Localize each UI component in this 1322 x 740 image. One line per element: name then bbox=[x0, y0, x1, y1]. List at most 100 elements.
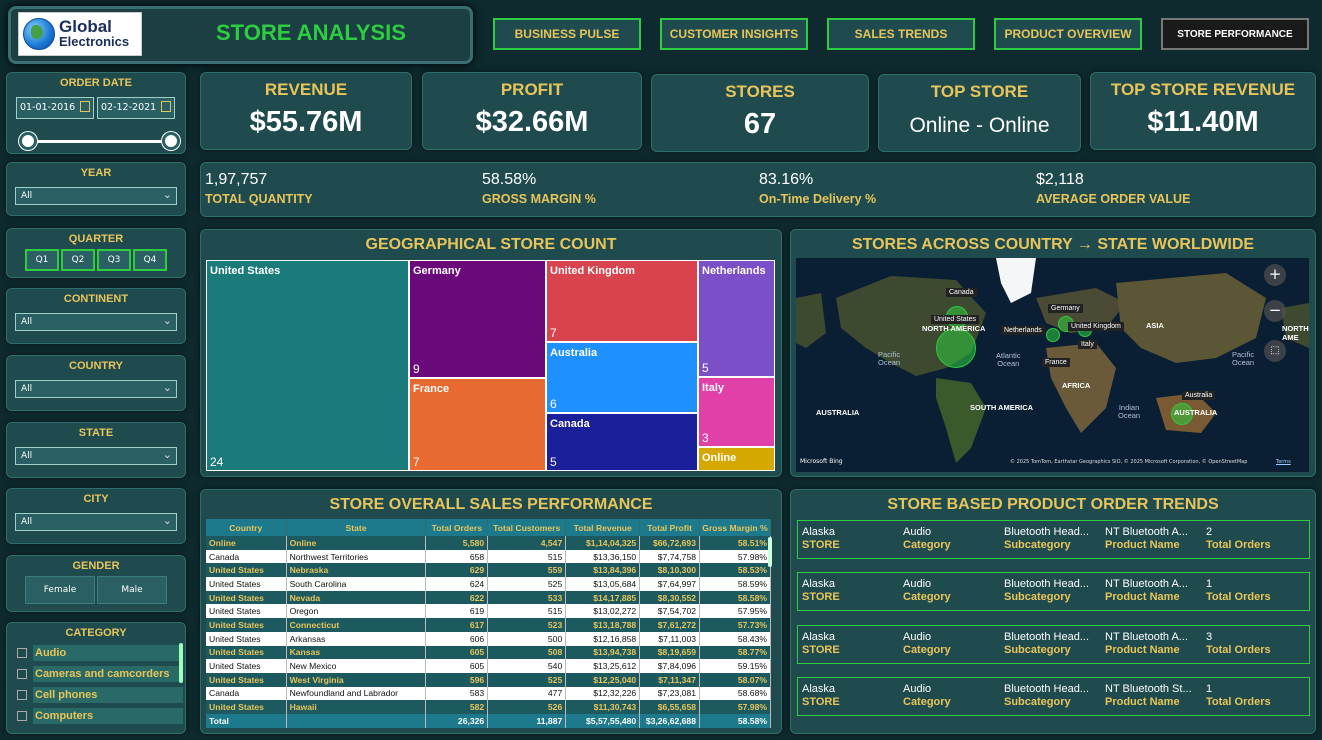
category-item-cameras[interactable]: Cameras and camcorders bbox=[17, 666, 185, 682]
continent-label: AUSTRALIA bbox=[1174, 408, 1218, 417]
table-cell: $8,10,300 bbox=[639, 563, 700, 578]
logo-line2: Electronics bbox=[59, 34, 130, 49]
treemap-cell-netherlands[interactable]: Netherlands 5 bbox=[698, 260, 775, 377]
select-area-icon[interactable]: ⬚ bbox=[1264, 340, 1286, 362]
quarter-q1-button[interactable]: Q1 bbox=[25, 249, 59, 271]
continent-dropdown[interactable]: All ⌄ bbox=[15, 313, 177, 331]
table-row[interactable]: United States South Carolina 624 525 $13,05,… bbox=[206, 577, 771, 591]
table-row[interactable]: Online Online 5,580 4,547 $1,14,04,325 $66,72… bbox=[206, 536, 771, 550]
col-gross-margin[interactable]: Gross Margin % bbox=[699, 519, 771, 536]
nav-product-overview[interactable]: PRODUCT OVERVIEW bbox=[994, 18, 1142, 50]
country-dropdown[interactable]: All ⌄ bbox=[15, 380, 177, 398]
col-total-revenue[interactable]: Total Revenue bbox=[565, 519, 641, 536]
table-row[interactable]: United States Kansas 605 508 $13,94,738 $8,19… bbox=[206, 645, 771, 660]
end-date-input[interactable]: 02-12-2021 bbox=[97, 97, 175, 119]
table-row[interactable]: Canada Newfoundland and Labrador 583 477 $12… bbox=[206, 686, 771, 701]
field-value: NT Bluetooth A... bbox=[1105, 526, 1188, 538]
map-bubble-australia[interactable] bbox=[1171, 403, 1193, 425]
treemap-cell-canada[interactable]: Canada 5 bbox=[546, 413, 698, 471]
quarter-q3-button[interactable]: Q3 bbox=[97, 249, 131, 271]
table-cell: 624 bbox=[425, 577, 489, 591]
treemap-cell-france[interactable]: France 7 bbox=[409, 378, 546, 471]
product-trend-card[interactable]: Alaska STORE Audio Category Bluetooth Head..… bbox=[797, 677, 1310, 716]
table-cell: United States bbox=[206, 700, 287, 714]
table-scrollbar[interactable] bbox=[768, 537, 772, 567]
product-trend-card[interactable]: Alaska STORE Audio Category Bluetooth Head..… bbox=[797, 572, 1310, 611]
date-slider-end-handle[interactable] bbox=[162, 132, 180, 150]
table-row[interactable]: Canada Northwest Territories 658 515 $13,36,… bbox=[206, 549, 771, 564]
treemap-cell-germany[interactable]: Germany 9 bbox=[409, 260, 546, 378]
nav-business-pulse[interactable]: BUSINESS PULSE bbox=[493, 18, 641, 50]
ocean-label: Pacific Ocean bbox=[1232, 350, 1255, 367]
checkbox[interactable] bbox=[17, 711, 27, 721]
category-item-computers[interactable]: Computers bbox=[17, 708, 185, 724]
nav-sales-trends[interactable]: SALES TRENDS bbox=[827, 18, 975, 50]
stat-value: 58.58% bbox=[482, 171, 537, 188]
year-dropdown[interactable]: All ⌄ bbox=[15, 187, 177, 205]
continent-label: NORTH AME bbox=[1282, 324, 1309, 342]
world-map[interactable]: Canada United States Netherlands Germany… bbox=[796, 258, 1309, 472]
zoom-out-button[interactable]: − bbox=[1264, 300, 1286, 322]
map-bubble-france[interactable] bbox=[1046, 328, 1060, 342]
date-slider-start-handle[interactable] bbox=[19, 132, 37, 150]
chevron-down-icon: ⌄ bbox=[162, 188, 172, 201]
table-row[interactable]: United States Connecticut 617 523 $13,18,788… bbox=[206, 618, 771, 632]
table-row[interactable]: United States Nebraska 629 559 $13,84,396 $8,… bbox=[206, 563, 771, 578]
table-row[interactable]: United States Arkansas 606 500 $12,16,858 $7,… bbox=[206, 631, 771, 646]
field-value: Alaska bbox=[802, 631, 836, 643]
table-cell: $13,05,684 bbox=[565, 577, 641, 591]
table-cell: United States bbox=[206, 631, 287, 646]
table-row[interactable]: United States West Virginia 596 525 $12,25,0… bbox=[206, 672, 771, 687]
product-trend-card[interactable]: Alaska STORE Audio Category Bluetooth Head..… bbox=[797, 625, 1310, 664]
treemap-cell-name: Germany bbox=[413, 265, 461, 277]
treemap-cell-united-states[interactable]: United States 24 bbox=[206, 260, 409, 471]
map-credit-left: Microsoft Bing bbox=[800, 458, 843, 465]
checkbox[interactable] bbox=[17, 690, 27, 700]
col-total-customers[interactable]: Total Customers bbox=[487, 519, 567, 536]
map-bubble-united-states[interactable] bbox=[936, 328, 976, 368]
land-south-america bbox=[936, 378, 986, 463]
col-state[interactable]: State bbox=[286, 519, 427, 536]
category-item-audio[interactable]: Audio bbox=[17, 645, 185, 661]
table-row[interactable]: United States Nevada 622 533 $14,17,885 $8,30… bbox=[206, 590, 771, 605]
treemap-cell-italy[interactable]: Italy 3 bbox=[698, 377, 775, 447]
map-terms-link[interactable]: Terms bbox=[1276, 459, 1291, 465]
table-cell: United States bbox=[206, 618, 287, 632]
date-slider-track[interactable] bbox=[27, 140, 169, 143]
nav-customer-insights[interactable]: CUSTOMER INSIGHTS bbox=[660, 18, 808, 50]
field-value: Alaska bbox=[802, 683, 836, 695]
treemap-cell-count: 9 bbox=[413, 362, 420, 376]
calendar-icon[interactable] bbox=[80, 101, 90, 112]
start-date-input[interactable]: 01-01-2016 bbox=[16, 97, 94, 119]
col-country[interactable]: Country bbox=[206, 519, 287, 536]
state-dropdown[interactable]: All ⌄ bbox=[15, 447, 177, 465]
field-label: Subcategory bbox=[1004, 539, 1071, 551]
product-trend-field: 2 Total Orders bbox=[1206, 526, 1306, 551]
product-trend-card[interactable]: Alaska STORE Audio Category Bluetooth Head..… bbox=[797, 520, 1310, 559]
stat-gross-margin: 58.58% GROSS MARGIN % bbox=[482, 171, 596, 206]
col-total-orders[interactable]: Total Orders bbox=[425, 519, 489, 536]
category-item-cell-phones[interactable]: Cell phones bbox=[17, 687, 185, 703]
quarter-q4-button[interactable]: Q4 bbox=[133, 249, 167, 271]
table-row[interactable]: United States Hawaii 582 526 $11,30,743 $6,55… bbox=[206, 700, 771, 714]
checkbox[interactable] bbox=[17, 648, 27, 658]
treemap-cell-online[interactable]: Online bbox=[698, 447, 775, 471]
logo-line1: Global bbox=[59, 17, 112, 36]
calendar-icon[interactable] bbox=[161, 101, 171, 112]
quarter-q2-button[interactable]: Q2 bbox=[61, 249, 95, 271]
gender-female-button[interactable]: Female bbox=[25, 576, 95, 604]
treemap-cell-australia[interactable]: Australia 6 bbox=[546, 342, 698, 413]
category-scrollbar[interactable] bbox=[179, 643, 183, 683]
gender-male-button[interactable]: Male bbox=[97, 576, 167, 604]
checkbox[interactable] bbox=[17, 669, 27, 679]
table-cell: 540 bbox=[487, 659, 567, 673]
table-cell: 58.77% bbox=[699, 645, 771, 660]
col-total-profit[interactable]: Total Profit bbox=[639, 519, 700, 536]
city-dropdown[interactable]: All ⌄ bbox=[15, 513, 177, 531]
field-value: NT Bluetooth A... bbox=[1105, 631, 1188, 643]
zoom-in-button[interactable]: + bbox=[1264, 264, 1286, 286]
table-row[interactable]: United States Oregon 619 515 $13,02,272 $7,54… bbox=[206, 604, 771, 619]
treemap-cell-united-kingdom[interactable]: United Kingdom 7 bbox=[546, 260, 698, 342]
nav-store-performance[interactable]: STORE PERFORMANCE bbox=[1161, 18, 1309, 50]
table-row[interactable]: United States New Mexico 605 540 $13,25,612 $… bbox=[206, 659, 771, 673]
